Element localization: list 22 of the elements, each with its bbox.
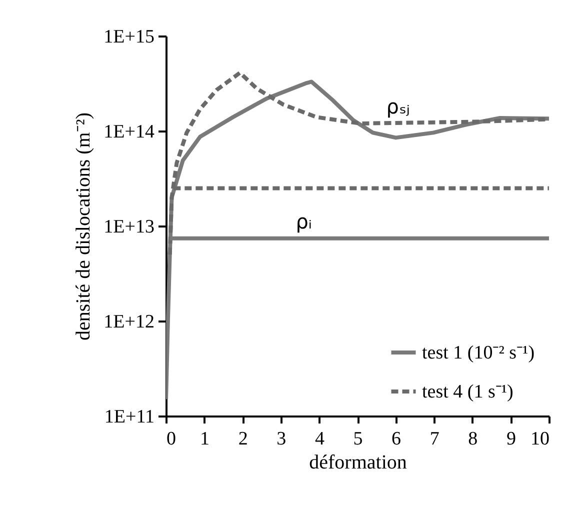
x-tick-label: 7 (430, 428, 440, 450)
x-tick-label: 4 (314, 428, 325, 450)
x-tick-label: 5 (353, 428, 363, 450)
y-tick-label: 1E+15 (104, 26, 154, 48)
x-tick-label: 1 (200, 428, 210, 450)
x-tick-label: 3 (276, 428, 286, 450)
x-axis-title: déformation (309, 452, 407, 474)
x-tick-label: 8 (468, 428, 478, 450)
y-tick-label: 1E+12 (104, 312, 154, 332)
annotation: ρᵢ (296, 209, 312, 234)
legend-label: test 1 (10⁻² s⁻¹) (422, 342, 535, 364)
x-tick-label: 9 (506, 428, 516, 450)
x-tick-label: 0 (166, 428, 176, 450)
y-tick-label: 1E+13 (104, 216, 154, 238)
y-axis-title: densité de dislocations (m⁻²) (72, 112, 95, 340)
legend-label: test 4 (1 s⁻¹) (422, 382, 514, 402)
y-tick-label: 1E+14 (104, 122, 155, 142)
annotation: ρₛⱼ (386, 94, 410, 118)
x-tick-label: 6 (392, 428, 402, 450)
x-tick-label: 10 (530, 428, 550, 450)
y-tick-label: 1E+11 (104, 406, 154, 428)
x-tick-label: 2 (238, 428, 248, 450)
